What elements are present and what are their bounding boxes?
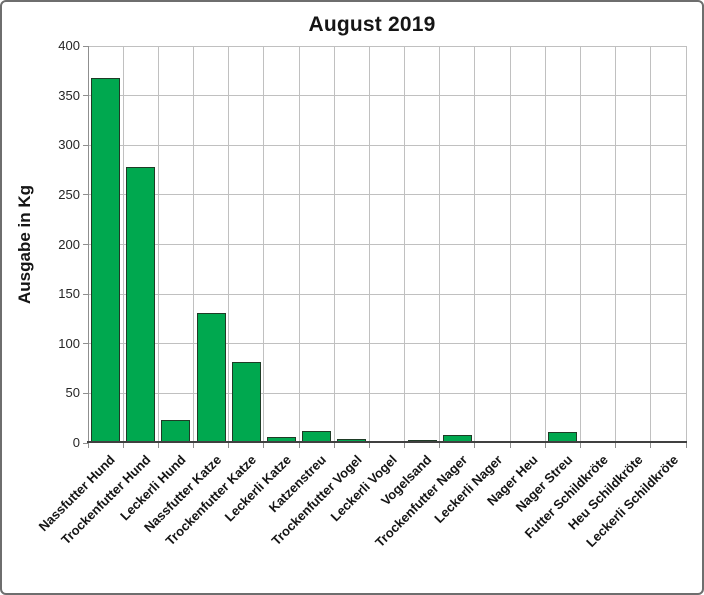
y-axis-tick-labels: 0 50 100 150 200 250 300 350 400 — [2, 38, 80, 450]
h-gridline — [88, 244, 686, 245]
y-tick-label: 400 — [58, 38, 80, 53]
h-gridline — [88, 392, 686, 394]
v-gridline — [263, 46, 265, 443]
h-gridline — [88, 194, 686, 196]
v-gridline — [298, 46, 300, 443]
v-gridline — [368, 46, 370, 443]
x-axis-tick — [474, 443, 476, 448]
v-gridline — [157, 46, 159, 443]
chart-title: August 2019 — [308, 13, 436, 36]
v-gridline — [404, 46, 406, 443]
y-tick-label: 50 — [65, 385, 80, 401]
h-gridline — [88, 144, 686, 146]
y-axis-tick — [83, 442, 88, 444]
y-tick-label: 100 — [58, 335, 80, 351]
y-axis-tick — [83, 293, 88, 295]
y-axis-tick — [83, 144, 88, 146]
bars-layer — [88, 46, 686, 443]
h-gridline — [88, 293, 686, 295]
v-gridline — [228, 46, 230, 443]
y-axis-tick — [83, 392, 88, 394]
y-axis-tick — [83, 343, 88, 345]
bar-leckerli-hund — [161, 420, 191, 443]
x-axis-tick — [579, 443, 581, 448]
x-axis-tick — [685, 443, 687, 448]
v-gridline — [685, 46, 687, 443]
y-tick-label: 350 — [58, 87, 80, 103]
x-axis-tick — [509, 443, 511, 448]
x-axis-line — [87, 441, 687, 443]
plot-area — [83, 45, 687, 448]
x-axis-category-labels: Nassfutter Hund Trockenfutter Hund Leckerl… — [36, 450, 686, 590]
y-axis-tick — [83, 45, 88, 47]
y-tick-label: 300 — [58, 137, 80, 153]
v-gridline — [333, 46, 335, 443]
x-axis-tick — [87, 443, 89, 448]
bar-nassfutter-hund — [91, 77, 121, 443]
v-gridline — [474, 46, 476, 443]
x-axis-tick — [157, 443, 159, 448]
y-axis-tick — [83, 95, 88, 97]
v-gridline — [193, 46, 195, 443]
v-gridline — [615, 46, 617, 443]
x-axis-tick — [228, 443, 230, 448]
y-tick-label: 150 — [58, 286, 80, 302]
y-tick-label: 250 — [58, 186, 80, 202]
x-axis-tick — [122, 443, 124, 448]
bar-trockenfutter-hund — [126, 167, 156, 443]
v-gridline — [579, 46, 581, 443]
h-gridline — [88, 95, 686, 97]
x-axis-tick — [298, 443, 300, 448]
y-axis-tick — [83, 244, 88, 245]
x-axis-tick — [615, 443, 617, 448]
x-axis-tick — [544, 443, 546, 448]
x-axis-tick — [404, 443, 406, 448]
y-tick-label: 0 — [72, 435, 80, 450]
x-axis-tick — [193, 443, 195, 448]
x-axis-tick — [650, 443, 652, 448]
y-tick-label: 200 — [58, 236, 80, 252]
v-gridline — [122, 46, 124, 443]
bar-nassfutter-katze — [196, 312, 226, 443]
x-axis-tick — [333, 443, 335, 448]
v-gridline — [544, 46, 546, 443]
x-axis-tick — [368, 443, 370, 448]
h-gridline — [88, 45, 686, 47]
h-gridline — [88, 343, 686, 345]
x-axis-tick — [439, 443, 441, 448]
v-gridline — [509, 46, 511, 443]
bar-trockenfutter-katze — [231, 361, 261, 443]
y-axis-tick — [83, 194, 88, 196]
x-axis-tick — [263, 443, 265, 448]
v-gridline — [439, 46, 441, 443]
v-gridline — [650, 46, 652, 443]
y-axis-line — [88, 46, 89, 443]
